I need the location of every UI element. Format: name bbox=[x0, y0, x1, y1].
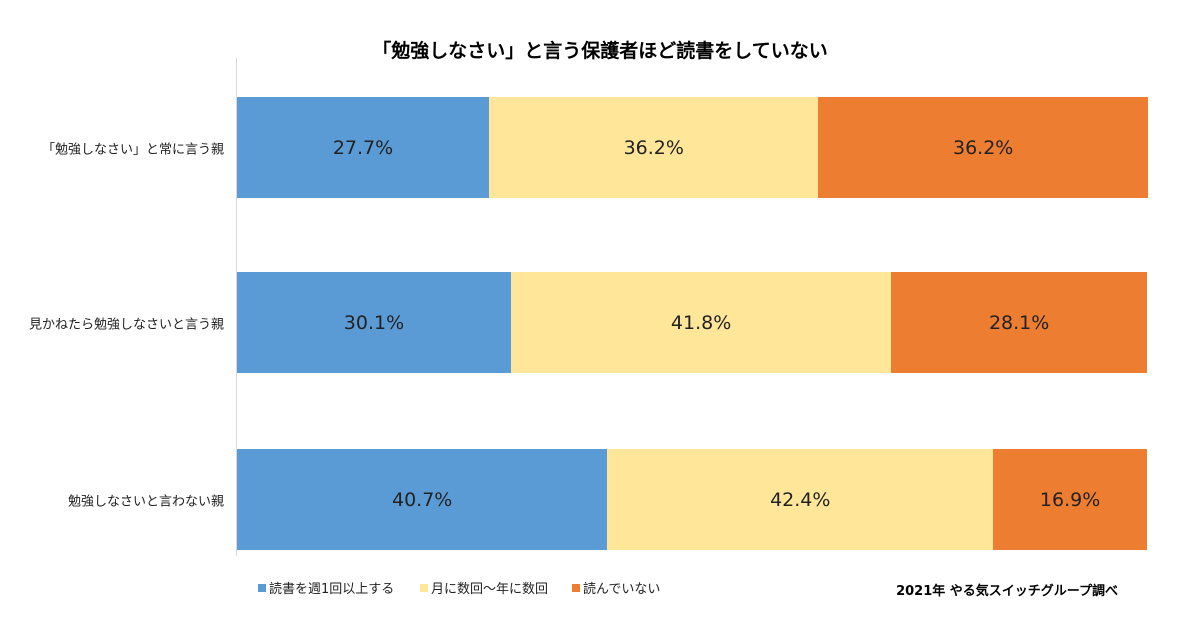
data-label: 41.8% bbox=[670, 311, 732, 334]
category-label: 勉強しなさいと言わない親 bbox=[67, 494, 224, 509]
data-label: 27.7% bbox=[332, 136, 394, 159]
legend-item: 読書を週1回以上する bbox=[258, 578, 394, 597]
bar-segment: 28.1% bbox=[891, 272, 1147, 373]
legend-label: 読書を週1回以上する bbox=[269, 582, 395, 597]
bar-segment: 16.9% bbox=[993, 449, 1147, 550]
legend-item: 月に数回～年に数回 bbox=[420, 578, 548, 597]
legend-item: 読んでいない bbox=[572, 578, 660, 597]
data-label: 36.2% bbox=[623, 136, 684, 159]
bar-segment: 41.8% bbox=[510, 272, 892, 373]
data-label: 30.1% bbox=[343, 311, 405, 334]
legend-swatch bbox=[258, 583, 266, 592]
data-label: 36.2% bbox=[953, 136, 1014, 159]
bar-segment: 36.2% bbox=[818, 97, 1148, 198]
source-note: 2021年 やる気スイッチグループ調べ bbox=[896, 584, 1118, 599]
legend-label: 読んでいない bbox=[583, 582, 661, 597]
data-label: 40.7% bbox=[392, 488, 453, 511]
bar-segment: 30.1% bbox=[237, 272, 511, 373]
legend-swatch bbox=[572, 583, 580, 592]
bar-segment: 36.2% bbox=[489, 97, 819, 198]
legend-label: 月に数回～年に数回 bbox=[431, 582, 549, 597]
bar-segment: 40.7% bbox=[237, 449, 608, 550]
data-label: 42.4% bbox=[770, 488, 831, 511]
legend-swatch bbox=[420, 583, 428, 592]
data-label: 16.9% bbox=[1039, 488, 1101, 511]
category-axis-line bbox=[236, 58, 237, 556]
category-label: 「勉強しなさい」と常に言う親 bbox=[41, 142, 224, 157]
category-label: 見かねたら勉強しなさいと言う親 bbox=[28, 317, 224, 332]
data-label: 28.1% bbox=[988, 311, 1050, 334]
chart-title: 「勉強しなさい」と言う保護者ほど読書をしていない bbox=[372, 40, 828, 62]
bar-segment: 42.4% bbox=[607, 449, 994, 550]
bar-segment: 27.7% bbox=[237, 97, 490, 198]
